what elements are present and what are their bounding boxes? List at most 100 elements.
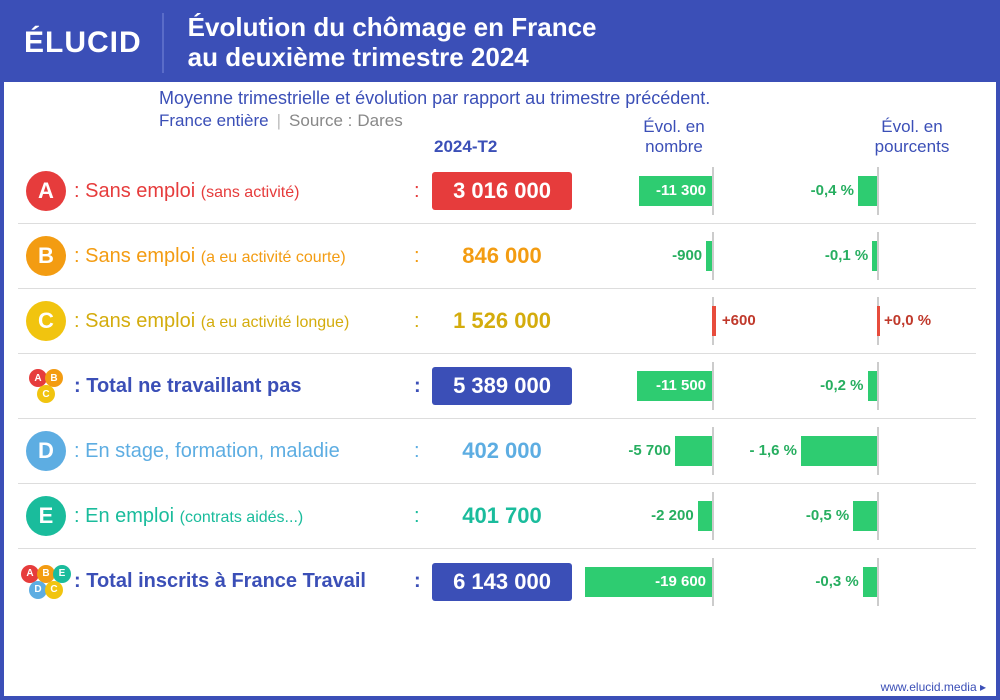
data-row: B : Sans emploi (a eu activité courte):84… — [18, 224, 976, 289]
label-main: : En emploi — [74, 505, 180, 527]
data-row: A: Sans emploi (sans activité):3 016 000… — [18, 159, 976, 224]
percent-bar-area: +0,0 % — [772, 301, 922, 341]
number-bar — [675, 436, 712, 466]
number-bar — [698, 501, 712, 531]
badge-wrap: ABEDC — [18, 566, 74, 598]
label-sub: (sans activité) — [201, 184, 300, 201]
label-sub: (contrats aidés...) — [180, 509, 304, 526]
bar-axis — [877, 362, 879, 410]
title-line-1: Évolution du chômage en France — [188, 13, 597, 43]
data-rows: A: Sans emploi (sans activité):3 016 000… — [4, 159, 996, 614]
mini-badge: E — [53, 565, 71, 583]
bar-axis — [877, 232, 879, 280]
brand-logo: ÉLUCID — [24, 13, 164, 73]
value-box: 3 016 000 — [432, 172, 572, 210]
row-label: : En stage, formation, maladie — [74, 440, 414, 463]
value-box: 1 526 000 — [432, 302, 572, 340]
value-box: 402 000 — [432, 432, 572, 470]
percent-bar-area: -0,4 % — [772, 171, 922, 211]
number-bar-label: -900 — [672, 247, 702, 264]
data-row: D: En stage, formation, maladie:402 000-… — [18, 419, 976, 484]
bar-axis — [877, 167, 879, 215]
colon: : — [414, 310, 432, 333]
number-bar-label: -19 600 — [655, 573, 706, 590]
source-row: France entière | Source : Dares — [159, 109, 976, 135]
badge-wrap: E — [18, 496, 74, 536]
bar-axis — [877, 492, 879, 540]
row-label: : Sans emploi (sans activité) — [74, 180, 414, 203]
percent-bar-label: - 1,6 % — [749, 442, 797, 459]
percent-bar-area: -0,1 % — [772, 236, 922, 276]
category-badge: C — [26, 301, 66, 341]
col-percent-header: Évol. en pourcents — [862, 117, 962, 157]
mini-badge: C — [45, 581, 63, 599]
bar-axis — [712, 362, 714, 410]
percent-bar-label: -0,1 % — [825, 247, 868, 264]
percent-bar-area: - 1,6 % — [772, 431, 922, 471]
percent-bar — [801, 436, 877, 466]
mini-badge: C — [37, 385, 55, 403]
number-bar-area: +600 — [572, 301, 772, 341]
number-bar-area: -11 500 — [572, 366, 772, 406]
percent-bar — [858, 176, 877, 206]
category-badge: B — [26, 236, 66, 276]
percent-bar-label: -0,3 % — [815, 573, 858, 590]
row-label: : Sans emploi (a eu activité longue) — [74, 310, 414, 333]
france-label: France entière — [159, 111, 269, 131]
multi-badge: ABEDC — [22, 566, 70, 598]
colon: : — [414, 375, 432, 398]
percent-bar — [872, 241, 877, 271]
percent-bar — [868, 371, 878, 401]
label-main: : Total ne travaillant pas — [74, 375, 301, 397]
badge-wrap: A — [18, 171, 74, 211]
number-bar-label: -11 300 — [656, 182, 706, 199]
row-label: : Total ne travaillant pas — [74, 375, 414, 398]
bar-axis — [712, 167, 714, 215]
source-name: Dares — [357, 111, 402, 131]
number-bar-area: -900 — [572, 236, 772, 276]
colon: : — [414, 245, 432, 268]
label-sub: (a eu activité longue) — [201, 314, 350, 331]
header: ÉLUCID Évolution du chômage en France au… — [4, 4, 996, 82]
bar-axis — [712, 232, 714, 280]
percent-bar-label: -0,2 % — [820, 377, 863, 394]
data-row: E: En emploi (contrats aidés...):401 700… — [18, 484, 976, 549]
percent-bar-area: -0,2 % — [772, 366, 922, 406]
number-bar-label: -5 700 — [628, 442, 671, 459]
number-bar-label: -2 200 — [651, 507, 694, 524]
subtitle: Moyenne trimestrielle et évolution par r… — [159, 88, 976, 109]
percent-bar — [863, 567, 877, 597]
label-main: : Sans emploi — [74, 245, 201, 267]
col-pct-1: Évol. en — [862, 117, 962, 137]
percent-bar — [877, 306, 880, 336]
percent-bar — [853, 501, 877, 531]
colon: : — [414, 570, 432, 593]
number-bar-label: +600 — [722, 312, 756, 329]
percent-bar-area: -0,3 % — [772, 562, 922, 602]
data-row: ABC: Total ne travaillant pas:5 389 000-… — [18, 354, 976, 419]
badge-wrap: B — [18, 236, 74, 276]
number-bar-area: -5 700 — [572, 431, 772, 471]
bar-axis — [712, 558, 714, 606]
colon: : — [414, 180, 432, 203]
value-box: 5 389 000 — [432, 367, 572, 405]
number-bar — [706, 241, 712, 271]
multi-badge: ABC — [24, 370, 68, 402]
value-box: 846 000 — [432, 237, 572, 275]
data-row: C : Sans emploi (a eu activité longue):1 … — [18, 289, 976, 354]
category-badge: D — [26, 431, 66, 471]
badge-wrap: ABC — [18, 370, 74, 402]
column-headers: 2024-T2 Évol. en nombre Évol. en pourcen… — [4, 137, 996, 159]
category-badge: E — [26, 496, 66, 536]
title-line-2: au deuxième trimestre 2024 — [188, 43, 597, 73]
bar-axis — [877, 427, 879, 475]
colon: : — [414, 505, 432, 528]
badge-wrap: D — [18, 431, 74, 471]
label-main: : Total inscrits à France Travail — [74, 570, 366, 592]
title: Évolution du chômage en France au deuxiè… — [188, 13, 597, 73]
row-label: : Total inscrits à France Travail — [74, 570, 414, 593]
row-label: : Sans emploi (a eu activité courte) — [74, 245, 414, 268]
col-number-header: Évol. en nombre — [629, 117, 719, 157]
label-sub: (a eu activité courte) — [201, 249, 346, 266]
number-bar-area: -19 600 — [572, 562, 772, 602]
